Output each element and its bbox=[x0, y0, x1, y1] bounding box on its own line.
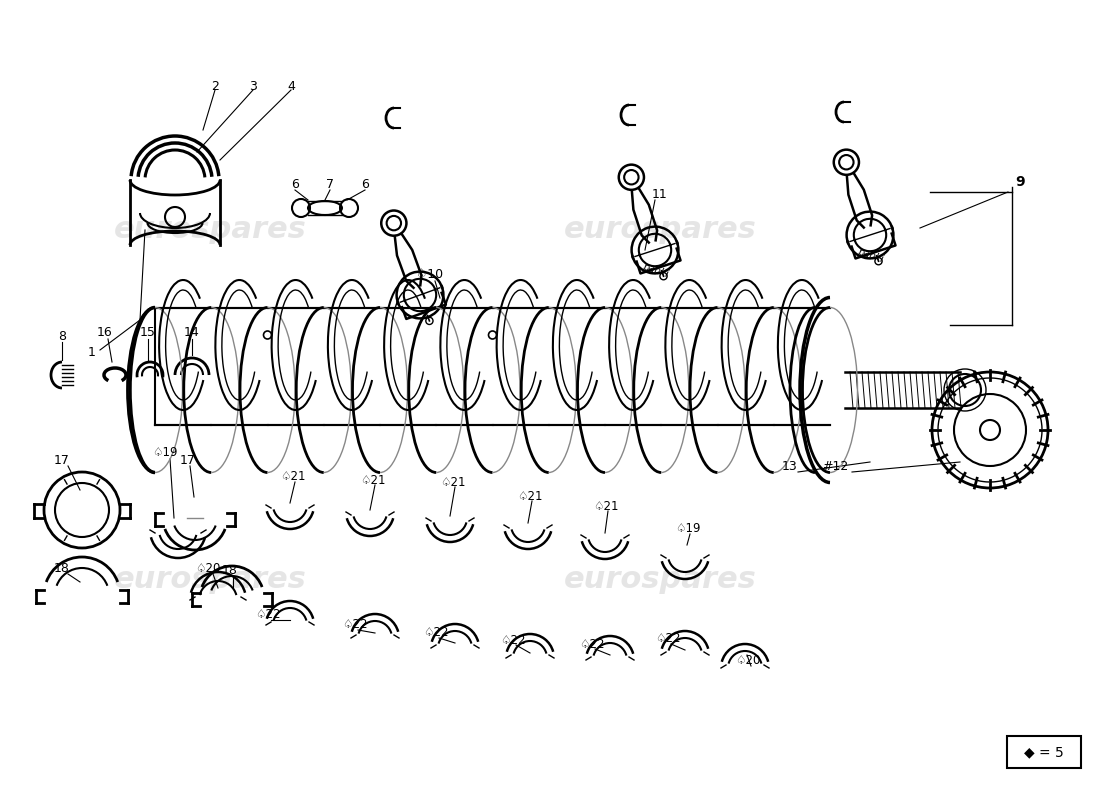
Text: 18: 18 bbox=[222, 563, 238, 577]
Text: ♤22: ♤22 bbox=[500, 634, 526, 646]
Text: eurospares: eurospares bbox=[113, 566, 307, 594]
Text: eurospares: eurospares bbox=[113, 215, 307, 245]
Text: panki: panki bbox=[856, 246, 884, 264]
Text: ♤22: ♤22 bbox=[580, 638, 605, 650]
Text: ♤20: ♤20 bbox=[735, 654, 761, 666]
Text: 13: 13 bbox=[782, 461, 797, 474]
Text: ♤21: ♤21 bbox=[280, 470, 306, 483]
Text: ♤22: ♤22 bbox=[656, 633, 681, 646]
Text: 3: 3 bbox=[249, 79, 257, 93]
Text: 2: 2 bbox=[211, 79, 219, 93]
Text: ♤22: ♤22 bbox=[342, 618, 367, 631]
Text: 6: 6 bbox=[361, 178, 368, 190]
Text: 7: 7 bbox=[326, 178, 334, 190]
Text: eurospares: eurospares bbox=[563, 566, 757, 594]
Text: ♤21: ♤21 bbox=[517, 490, 542, 502]
Text: ♤21: ♤21 bbox=[361, 474, 386, 486]
Text: #12: #12 bbox=[822, 461, 848, 474]
Text: 18: 18 bbox=[54, 562, 70, 574]
Text: 14: 14 bbox=[184, 326, 200, 339]
Text: 1: 1 bbox=[88, 346, 96, 359]
Text: 4: 4 bbox=[287, 79, 295, 93]
Text: 6: 6 bbox=[292, 178, 299, 190]
Text: ♤19: ♤19 bbox=[152, 446, 178, 459]
Text: 8: 8 bbox=[58, 330, 66, 342]
Text: ♤22: ♤22 bbox=[255, 609, 280, 622]
Text: 17: 17 bbox=[180, 454, 196, 466]
Text: ♤20: ♤20 bbox=[196, 562, 221, 574]
Text: 17: 17 bbox=[54, 454, 70, 466]
Text: ♤21: ♤21 bbox=[593, 499, 618, 513]
Text: 9: 9 bbox=[1015, 175, 1025, 189]
Text: 11: 11 bbox=[652, 189, 668, 202]
Text: ◆ = 5: ◆ = 5 bbox=[1024, 745, 1064, 759]
Text: ♤19: ♤19 bbox=[675, 522, 701, 534]
Text: ♤10: ♤10 bbox=[417, 269, 443, 282]
Text: 16: 16 bbox=[97, 326, 113, 339]
FancyBboxPatch shape bbox=[1006, 736, 1081, 768]
Text: ♤21: ♤21 bbox=[440, 475, 465, 489]
Text: panki: panki bbox=[640, 261, 669, 279]
Text: ♤22: ♤22 bbox=[424, 626, 449, 639]
Text: eurospares: eurospares bbox=[563, 215, 757, 245]
Text: 15: 15 bbox=[140, 326, 156, 339]
